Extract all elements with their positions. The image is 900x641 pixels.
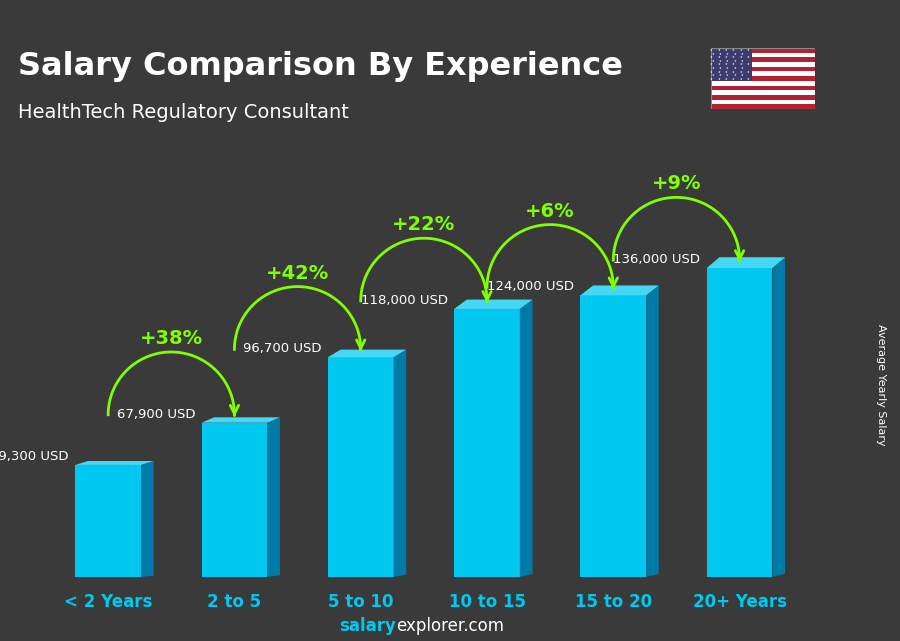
Polygon shape [646,285,659,577]
Text: 124,000 USD: 124,000 USD [487,280,574,294]
Text: +22%: +22% [392,215,455,234]
Text: ★: ★ [733,77,735,81]
Text: ★: ★ [726,74,729,78]
Bar [711,95,814,99]
Text: ★: ★ [724,62,728,67]
Text: ★: ★ [747,77,750,81]
Text: ★: ★ [719,51,722,56]
Bar [711,90,814,95]
Text: ★: ★ [717,62,720,67]
Text: ★: ★ [734,59,736,63]
Text: ★: ★ [740,77,742,81]
Text: ★: ★ [726,59,729,63]
Text: ★: ★ [740,48,742,52]
Text: ★: ★ [717,70,720,74]
Text: ★: ★ [719,59,722,63]
Polygon shape [393,349,406,577]
Text: HealthTech Regulatory Consultant: HealthTech Regulatory Consultant [18,103,349,122]
Text: ★: ★ [747,55,750,59]
Bar [711,81,814,85]
Text: ★: ★ [747,62,750,67]
Polygon shape [202,417,280,422]
Text: ★: ★ [740,62,742,67]
Polygon shape [772,257,785,577]
Text: 67,900 USD: 67,900 USD [117,408,195,420]
Polygon shape [454,299,533,309]
Polygon shape [520,299,533,577]
Polygon shape [76,461,154,465]
Text: ★: ★ [734,66,736,70]
Text: ★: ★ [741,74,743,78]
Text: ★: ★ [734,51,736,56]
Bar [711,58,814,62]
Text: ★: ★ [724,70,728,74]
Text: ★: ★ [741,51,743,56]
Text: ★: ★ [741,59,743,63]
Bar [711,53,814,58]
Text: ★: ★ [710,77,713,81]
Text: +38%: +38% [140,329,202,348]
Bar [580,296,646,577]
Text: 96,700 USD: 96,700 USD [243,342,321,355]
Text: ★: ★ [740,55,742,59]
Bar [711,48,814,53]
Text: ★: ★ [717,77,720,81]
Bar [706,268,772,577]
Text: +42%: +42% [266,263,329,283]
Text: ★: ★ [719,66,722,70]
Text: ★: ★ [712,59,715,63]
Text: 49,300 USD: 49,300 USD [0,450,69,463]
Text: ★: ★ [734,74,736,78]
Text: 118,000 USD: 118,000 USD [361,294,448,307]
Text: ★: ★ [733,62,735,67]
Polygon shape [141,461,154,577]
Text: ★: ★ [724,77,728,81]
Bar [454,309,520,577]
Text: ★: ★ [733,70,735,74]
Bar [711,85,814,90]
Text: salary: salary [339,617,396,635]
Text: ★: ★ [733,55,735,59]
Text: ★: ★ [710,70,713,74]
Bar [711,104,814,109]
Text: ★: ★ [710,55,713,59]
Text: ★: ★ [712,66,715,70]
Text: ★: ★ [740,70,742,74]
Text: 136,000 USD: 136,000 USD [614,253,700,266]
Text: ★: ★ [717,55,720,59]
Polygon shape [580,285,659,296]
Polygon shape [267,417,280,577]
Bar [328,357,393,577]
Text: Salary Comparison By Experience: Salary Comparison By Experience [18,51,623,82]
Polygon shape [328,349,406,357]
Text: +6%: +6% [526,202,575,221]
Polygon shape [706,257,785,268]
Text: Average Yearly Salary: Average Yearly Salary [877,324,886,445]
Text: ★: ★ [724,48,728,52]
Text: explorer.com: explorer.com [396,617,504,635]
Bar [202,422,267,577]
Text: ★: ★ [741,66,743,70]
Text: ★: ★ [733,48,735,52]
Bar [76,465,141,577]
Text: ★: ★ [724,55,728,59]
Bar [711,76,814,81]
Text: ★: ★ [710,48,713,52]
Text: ★: ★ [712,74,715,78]
Text: ★: ★ [710,62,713,67]
Bar [711,62,814,67]
Text: ★: ★ [726,66,729,70]
Text: ★: ★ [747,48,750,52]
Text: ★: ★ [747,70,750,74]
Bar [711,72,814,76]
Text: ★: ★ [712,51,715,56]
Text: ★: ★ [719,74,722,78]
Text: ★: ★ [717,48,720,52]
Bar [711,67,814,72]
Text: ★: ★ [726,51,729,56]
Text: +9%: +9% [652,174,701,194]
Bar [711,48,752,81]
Bar [711,99,814,104]
